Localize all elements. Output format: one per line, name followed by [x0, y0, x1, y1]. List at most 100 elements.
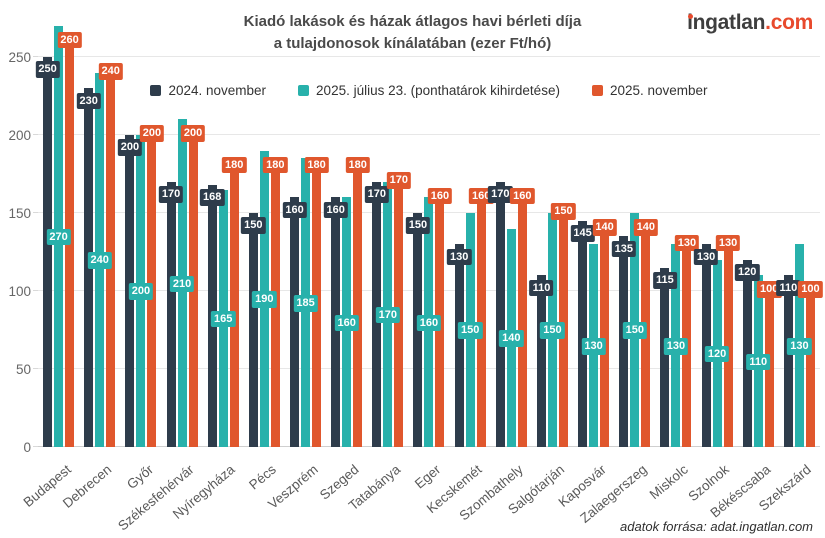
y-axis-tick [33, 290, 38, 291]
bar: 180 [345, 156, 370, 447]
y-axis-tick [33, 446, 38, 447]
bar: 190 [252, 150, 277, 447]
bar: 150 [241, 213, 266, 447]
value-label: 170 [158, 186, 184, 203]
value-label: 150 [551, 203, 576, 220]
source-note: adatok forrása: adat.ingatlan.com [620, 519, 813, 534]
bar-group: 130 150 160 [446, 0, 494, 447]
legend-marker-orange [591, 85, 603, 96]
bar: 135 [611, 236, 636, 447]
value-label: 130 [446, 248, 472, 266]
value-label: 115 [653, 271, 677, 289]
bar: 120 [735, 259, 760, 447]
bar-group: 150 190 180 [241, 0, 288, 447]
gridline [38, 56, 820, 57]
bar-group: 110 150 150 [529, 0, 576, 447]
bar: 140 [592, 218, 617, 447]
value-label: 110 [776, 279, 801, 297]
value-label: 240 [98, 62, 123, 80]
value-label: 150 [540, 322, 565, 339]
value-label: 240 [87, 252, 112, 269]
gridline [38, 134, 820, 135]
bar-group: 200 200 200 [117, 0, 165, 447]
bar: 170 [158, 181, 184, 447]
value-label: 150 [405, 217, 431, 234]
bar-group: 230 240 240 [76, 0, 123, 447]
value-label: 180 [263, 156, 288, 174]
value-label: 168 [200, 189, 225, 206]
y-axis-tick-label: 100 [8, 284, 31, 299]
value-label: 200 [180, 125, 206, 142]
bar: 110 [529, 275, 554, 447]
value-label: 130 [663, 337, 689, 355]
y-axis: 0 50 100 150 200 250 [0, 0, 34, 455]
legend-label: 2025. november [609, 83, 708, 98]
value-label: 130 [674, 234, 700, 252]
y-axis-tick [33, 212, 38, 213]
bar: 110 [776, 275, 801, 447]
logo-tld: .com [765, 11, 813, 34]
value-label: 110 [529, 279, 554, 297]
value-label: 200 [139, 125, 165, 142]
value-label: 180 [304, 156, 329, 174]
legend-item-2025-november[interactable]: 2025. november [591, 83, 708, 98]
bar: 170 [375, 181, 401, 447]
y-axis-tick-label: 150 [8, 206, 31, 221]
logo-accent-dot [688, 13, 694, 19]
value-label: 130 [693, 248, 719, 266]
legend-item-2024-november[interactable]: 2024. november [150, 83, 266, 98]
chart-title: Kiadó lakások és házak átlagos havi bérl… [0, 11, 825, 55]
value-label: 160 [282, 201, 307, 219]
legend-marker-navy [150, 85, 162, 96]
value-label: 200 [117, 139, 143, 156]
bar: 120 [704, 259, 730, 447]
bar: 210 [169, 119, 195, 447]
bar-group: 160 185 180 [282, 0, 329, 447]
bar-group: 170 170 170 [364, 0, 412, 447]
bar: 130 [446, 244, 472, 447]
value-label: 140 [592, 218, 617, 236]
value-label: 100 [798, 281, 823, 298]
value-label: 120 [704, 345, 730, 363]
y-axis-tick [33, 368, 38, 369]
chart-title-line1: Kiadó lakások és házak átlagos havi bérl… [243, 13, 582, 30]
bar: 140 [499, 228, 524, 447]
value-label: 170 [364, 186, 390, 203]
bar: 160 [510, 187, 535, 447]
bar: 130 [663, 244, 689, 447]
bar: 100 [798, 281, 823, 447]
chart-title-line2: a tulajdonosok kínálatában (ezer Ft/hó) [273, 34, 552, 52]
value-label: 160 [323, 201, 348, 219]
bar: 150 [540, 213, 565, 447]
bar-group: 115 130 130 [653, 0, 700, 447]
value-label: 130 [715, 234, 741, 252]
value-label: 160 [416, 314, 442, 332]
x-axis-label: Miskolc [646, 461, 691, 503]
y-axis-tick-label: 200 [8, 128, 31, 143]
bar-group: 150 160 160 [405, 0, 453, 447]
value-label: 100 [757, 281, 782, 298]
legend-item-2025-julius[interactable]: 2025. július 23. (ponthatárok kihirdetés… [298, 83, 560, 98]
bar: 240 [87, 72, 112, 447]
value-label: 260 [57, 31, 82, 49]
value-label: 170 [488, 186, 513, 203]
bar: 160 [468, 187, 494, 447]
bar: 150 [622, 213, 647, 447]
x-axis-label: Győr [123, 461, 156, 493]
value-label: 120 [735, 264, 760, 281]
legend-label: 2025. július 23. (ponthatárok kihirdetés… [316, 83, 560, 98]
y-axis-tick-label: 0 [23, 440, 31, 455]
value-label: 250 [35, 61, 60, 78]
value-label: 150 [622, 322, 647, 339]
bar-group: 170 140 160 [488, 0, 535, 447]
value-label: 180 [222, 156, 247, 174]
bar: 160 [416, 197, 442, 447]
value-label: 140 [499, 330, 524, 347]
value-label: 270 [46, 228, 71, 246]
value-label: 160 [510, 187, 535, 205]
bar: 200 [128, 135, 154, 447]
value-label: 160 [468, 187, 494, 205]
bar: 250 [35, 57, 60, 447]
bar-group: 110 130 100 [776, 0, 823, 447]
bar: 270 [46, 25, 71, 447]
